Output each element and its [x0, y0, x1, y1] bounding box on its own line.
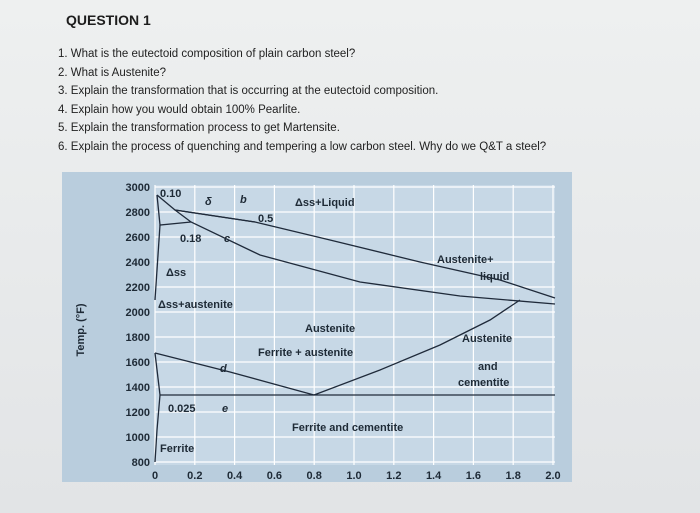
x-tick-label: 1.4	[426, 470, 442, 482]
x-tick-label: 1.2	[386, 470, 401, 482]
y-tick-label: 2600	[126, 232, 150, 244]
x-tick-label: 1.0	[346, 470, 361, 482]
question: 5. Explain the transformation process to…	[58, 122, 340, 134]
x-tick-label: 0.6	[267, 470, 282, 482]
label: d	[220, 363, 227, 375]
y-tick-label: 3000	[126, 182, 150, 194]
label: Ferrite + austenite	[258, 347, 353, 359]
label: 0.10	[160, 188, 181, 200]
label: e	[222, 403, 228, 415]
question: 3. Explain the transformation that is oc…	[58, 85, 439, 97]
title: QUESTION 1	[66, 12, 151, 28]
y-tick-label: 1400	[126, 382, 150, 394]
question: 4. Explain how you would obtain 100% Pea…	[58, 103, 301, 116]
y-tick-label: 2000	[126, 307, 150, 319]
y-tick-label: 2200	[126, 282, 150, 294]
x-tick-label: 0	[152, 470, 158, 482]
label: and	[478, 361, 498, 373]
label: Austenite+	[437, 254, 494, 266]
label: Austenite	[462, 333, 512, 345]
x-tick-label: 0.2	[187, 470, 202, 482]
y-axis-label: Temp. (°F)	[75, 303, 87, 356]
x-tick-label: 0.8	[307, 470, 322, 482]
x-tick-label: 2.0	[545, 470, 560, 482]
y-tick-label: 1800	[126, 332, 150, 344]
label: Δss+Liquid	[295, 197, 355, 209]
label: Δss	[166, 267, 186, 279]
question: 6. Explain the process of quenching and …	[58, 140, 547, 153]
y-tick-label: 1000	[126, 432, 150, 444]
phase-lines	[154, 194, 556, 463]
x-tick-label: 0.4	[227, 470, 243, 482]
label: liquid	[480, 271, 509, 283]
y-tick-label: 2800	[126, 207, 150, 219]
label: Ferrite	[160, 443, 194, 455]
label: δ	[205, 196, 212, 208]
label: Austenite	[305, 323, 355, 335]
label: 0.5	[258, 213, 273, 225]
y-tick-label: 1200	[126, 407, 150, 419]
x-tick-label: 1.8	[506, 470, 521, 482]
y-tick-label: 800	[132, 457, 150, 469]
label: Ferrite and cementite	[292, 422, 403, 434]
label: b	[240, 194, 247, 206]
y-tick-label: 1600	[126, 357, 150, 369]
label: 0.18	[180, 233, 201, 245]
label: c	[224, 233, 230, 245]
label: Δss+austenite	[158, 299, 233, 311]
x-tick-label: 1.6	[466, 470, 481, 482]
label: cementite	[458, 377, 509, 389]
label: 0.025	[168, 403, 196, 415]
phase-labels: 0.10 δ b Δss+Liquid 0.5 0.18 c Austenite…	[158, 188, 512, 455]
question: 2. What is Austenite?	[58, 66, 167, 79]
plot-area	[155, 185, 555, 465]
y-tick-label: 2400	[126, 257, 150, 269]
question: 1. What is the eutectoid composition of …	[58, 48, 356, 60]
